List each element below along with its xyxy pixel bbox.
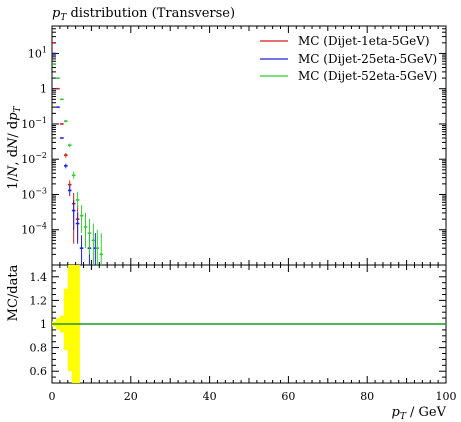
- legend-label-series-1: MC (Dijet-1eta-5GeV): [298, 34, 430, 48]
- y-tick-label: 10−2: [21, 151, 47, 166]
- data-point-series-3: [63, 119, 68, 123]
- x-tick-label: 0: [49, 390, 56, 403]
- legend-label-series-3: MC (Dijet-52eta-5GeV): [298, 69, 437, 83]
- data-point-series-2: [63, 163, 68, 169]
- ratio-y-tick-label: 1.4: [30, 271, 48, 284]
- main-y-axis-label: 1/N, dN/ dpT: [6, 105, 23, 189]
- chart-title: pT distribution (Transverse): [52, 6, 235, 23]
- main-x-ticks: [51, 26, 447, 265]
- ratio-ticks: 0 20 40 60 80 100 0.6 0.8 1 1.2 1.4: [30, 264, 457, 403]
- x-tick-label: 100: [436, 390, 457, 403]
- data-point-series-1: [63, 153, 68, 158]
- data-point-series-3: [83, 212, 88, 249]
- data-point-series-2: [93, 233, 98, 265]
- x-tick-label: 80: [360, 390, 374, 403]
- x-tick-label: 40: [203, 390, 217, 403]
- y-tick-label: 1: [40, 83, 47, 96]
- x-tick-label: 60: [281, 390, 295, 403]
- data-point-series-3: [75, 191, 80, 209]
- legend-label-series-2: MC (Dijet-25eta-5GeV): [298, 52, 437, 66]
- ratio-y-tick-label: 0.8: [30, 342, 48, 355]
- band-segment: [63, 288, 69, 350]
- y-tick-label: 10−4: [21, 222, 47, 237]
- ratio-y-tick-label: 1: [40, 318, 47, 331]
- ratio-y-tick-label: 0.6: [30, 365, 48, 378]
- data-point-series-2: [79, 235, 84, 265]
- data-point-series-3: [95, 229, 100, 265]
- data-point-series-3: [79, 205, 84, 234]
- x-axis-label: pT / GeV: [392, 405, 447, 422]
- data-point-series-3: [71, 171, 76, 179]
- data-point-series-3: [91, 223, 96, 265]
- band-segment: [67, 265, 72, 372]
- data-point-series-3: [99, 233, 104, 265]
- y-tick-label: 10−3: [21, 186, 47, 201]
- legend: MC (Dijet-1eta-5GeV) MC (Dijet-25eta-5Ge…: [260, 34, 437, 83]
- data-point-series-2: [67, 185, 72, 197]
- y-tick-label: 101: [28, 45, 47, 60]
- data-series-points: [52, 42, 104, 265]
- data-point-series-3: [87, 219, 92, 255]
- ratio-y-axis-label: MC/data: [6, 264, 21, 321]
- x-tick-label: 20: [124, 390, 138, 403]
- data-point-series-3: [67, 143, 72, 148]
- data-point-series-2: [75, 212, 80, 244]
- data-point-series-2: [71, 199, 76, 230]
- y-tick-label: 10−1: [21, 116, 47, 131]
- ratio-y-tick-label: 1.2: [30, 294, 48, 307]
